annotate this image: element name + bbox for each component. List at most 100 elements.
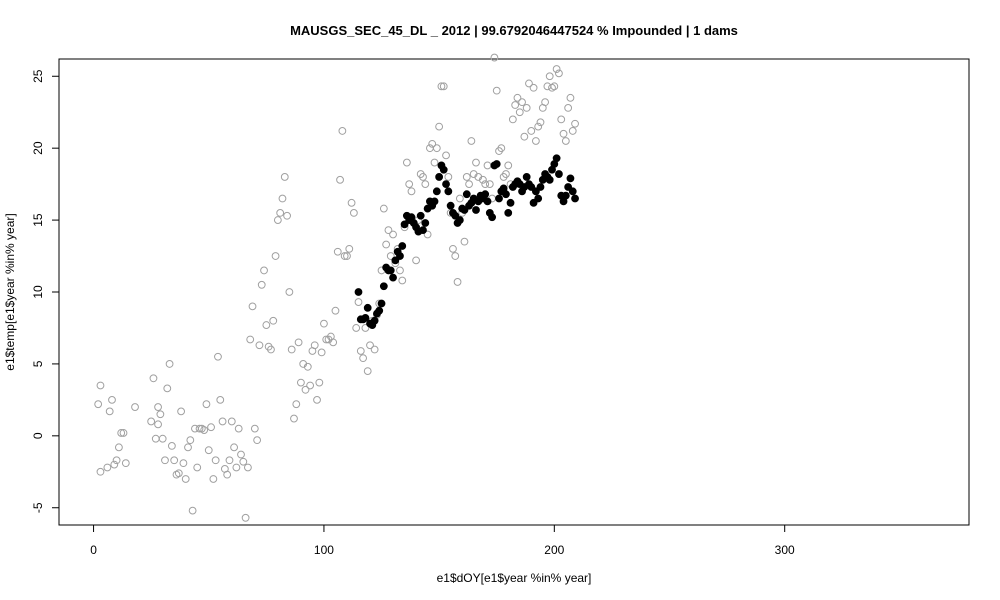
data-point bbox=[536, 118, 545, 127]
data-point bbox=[303, 362, 312, 371]
data-point bbox=[197, 424, 206, 433]
data-point bbox=[347, 198, 356, 207]
data-point bbox=[356, 347, 365, 355]
y-tick-label: 20 bbox=[31, 141, 45, 155]
data-point bbox=[349, 208, 358, 217]
y-tick-label: 5 bbox=[31, 360, 45, 367]
data-point bbox=[391, 256, 400, 265]
data-point bbox=[446, 201, 455, 210]
data-point bbox=[108, 395, 116, 404]
data-point bbox=[550, 82, 559, 91]
series-2 bbox=[354, 154, 579, 329]
data-point bbox=[370, 316, 379, 325]
data-point bbox=[488, 213, 497, 222]
data-point bbox=[195, 424, 204, 433]
data-point bbox=[96, 467, 105, 476]
data-point bbox=[218, 417, 227, 426]
data-point bbox=[548, 83, 556, 92]
data-point bbox=[165, 360, 174, 368]
data-point bbox=[432, 144, 441, 153]
data-point bbox=[209, 475, 218, 483]
plot-area-frame bbox=[58, 58, 970, 526]
data-point bbox=[439, 165, 448, 174]
data-point bbox=[336, 175, 344, 184]
data-point bbox=[174, 469, 183, 478]
data-point bbox=[513, 93, 522, 102]
data-point bbox=[359, 354, 368, 363]
data-point bbox=[103, 463, 112, 472]
data-point bbox=[156, 410, 165, 419]
data-point bbox=[278, 194, 287, 203]
data-point bbox=[253, 436, 262, 445]
data-point bbox=[396, 252, 404, 260]
data-point bbox=[400, 220, 409, 229]
data-point bbox=[421, 180, 430, 189]
x-axis-label: e1$dOY[e1$year %in% year] bbox=[437, 571, 592, 585]
data-point bbox=[271, 252, 280, 260]
data-point bbox=[179, 459, 188, 468]
data-point bbox=[273, 216, 282, 224]
data-point bbox=[492, 160, 501, 168]
data-point bbox=[333, 247, 342, 256]
y-tick-label: 0 bbox=[31, 432, 45, 439]
data-point bbox=[181, 475, 190, 483]
data-point bbox=[112, 456, 121, 465]
data-point bbox=[379, 204, 388, 213]
data-point bbox=[338, 127, 347, 135]
data-point bbox=[571, 119, 579, 128]
data-point bbox=[545, 72, 554, 81]
y-tick-label: 25 bbox=[31, 69, 45, 83]
data-point bbox=[177, 407, 186, 416]
data-point bbox=[246, 335, 255, 344]
data-point bbox=[204, 446, 213, 455]
data-point bbox=[557, 115, 566, 124]
data-point bbox=[269, 316, 278, 325]
data-point bbox=[343, 252, 351, 260]
data-point bbox=[105, 407, 114, 416]
data-point bbox=[416, 211, 425, 220]
data-point bbox=[398, 242, 407, 250]
data-point bbox=[255, 341, 264, 350]
data-point bbox=[207, 423, 215, 432]
data-point bbox=[366, 341, 374, 350]
data-point bbox=[555, 170, 563, 178]
data-point bbox=[485, 180, 494, 189]
data-point bbox=[262, 321, 271, 329]
data-point bbox=[186, 436, 195, 445]
data-point bbox=[428, 139, 437, 148]
points-layer bbox=[94, 53, 579, 522]
data-point bbox=[439, 82, 448, 91]
data-point bbox=[244, 463, 252, 472]
data-point bbox=[313, 395, 321, 404]
data-point bbox=[481, 190, 490, 199]
data-point bbox=[564, 183, 573, 191]
data-point bbox=[389, 230, 397, 239]
data-point bbox=[237, 450, 245, 459]
data-point bbox=[363, 303, 372, 312]
data-point bbox=[534, 122, 543, 131]
data-point bbox=[248, 302, 257, 311]
data-point bbox=[250, 424, 259, 433]
data-point bbox=[296, 378, 305, 387]
data-point bbox=[555, 69, 563, 78]
data-point bbox=[377, 299, 386, 308]
data-point bbox=[163, 384, 172, 393]
data-point bbox=[508, 115, 517, 124]
data-point bbox=[529, 83, 538, 92]
data-point bbox=[147, 417, 156, 426]
data-point bbox=[451, 211, 460, 220]
data-point bbox=[541, 98, 550, 107]
data-point bbox=[398, 276, 407, 285]
data-point bbox=[154, 420, 162, 429]
data-point bbox=[94, 400, 103, 409]
data-point bbox=[396, 266, 404, 275]
data-point bbox=[531, 187, 540, 196]
x-axis: 0 100 200 300 bbox=[90, 524, 795, 557]
data-point bbox=[430, 158, 439, 167]
chart-title: MAUSGS_SEC_45_DL _ 2012 | 99.67920464475… bbox=[290, 23, 738, 38]
data-point bbox=[534, 194, 543, 203]
data-point bbox=[154, 403, 162, 411]
data-point bbox=[522, 173, 531, 181]
data-point bbox=[121, 459, 130, 468]
data-point bbox=[161, 456, 169, 465]
